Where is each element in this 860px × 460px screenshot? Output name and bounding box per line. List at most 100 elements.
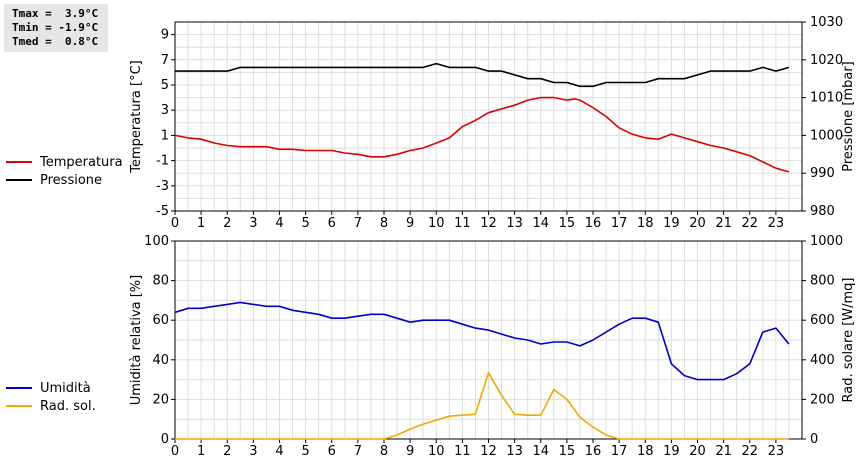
tmax-text: Tmax = 3.9°C xyxy=(12,7,99,20)
y-left-axis-label: Umidità relativa [%] xyxy=(129,275,144,405)
x-tick-label: 17 xyxy=(611,444,628,459)
y-left-axis-label: Temperatura [°C] xyxy=(129,60,144,173)
legend-item-pressione: Pressione xyxy=(6,171,123,189)
y-left-tick-label: 7 xyxy=(161,53,169,68)
y-left-tick-label: 40 xyxy=(152,353,169,368)
y-left-tick-label: 60 xyxy=(152,313,169,328)
legend-swatch xyxy=(6,179,32,181)
x-tick-label: 16 xyxy=(585,444,602,459)
series-line-pressione xyxy=(175,62,790,88)
x-tick-label: 21 xyxy=(715,444,732,459)
x-tick-label: 8 xyxy=(380,216,388,231)
y-left-tick-label: 9 xyxy=(161,28,169,43)
tmed-text: Tmed = 0.8°C xyxy=(12,35,99,48)
y-right-tick-label: 800 xyxy=(810,274,835,289)
x-tick-label: 15 xyxy=(559,444,576,459)
legend-label: Temperatura xyxy=(40,154,123,170)
x-tick-label: 18 xyxy=(637,216,654,231)
legend-label: Rad. sol. xyxy=(40,398,96,414)
y-left-tick-label: 5 xyxy=(161,78,169,93)
y-right-tick-label: 980 xyxy=(810,204,835,219)
y-right-tick-label: 400 xyxy=(810,353,835,368)
x-tick-label: 2 xyxy=(223,216,231,231)
x-tick-label: 10 xyxy=(428,216,445,231)
x-tick-label: 14 xyxy=(532,444,549,459)
y-left-tick-label: 0 xyxy=(161,432,169,447)
legend-item-umidita: Umidità xyxy=(6,379,96,397)
x-tick-label: 19 xyxy=(663,216,680,231)
y-right-tick-label: 0 xyxy=(810,432,818,447)
y-right-tick-label: 1000 xyxy=(810,128,843,143)
x-tick-label: 6 xyxy=(328,216,336,231)
y-right-tick-label: 1000 xyxy=(810,234,843,249)
y-right-tick-label: 600 xyxy=(810,313,835,328)
legend-item-rad-sol: Rad. sol. xyxy=(6,397,96,415)
legend-swatch xyxy=(6,161,32,163)
x-tick-label: 19 xyxy=(663,444,680,459)
x-tick-label: 12 xyxy=(480,216,497,231)
legend-swatch xyxy=(6,387,32,389)
x-tick-label: 4 xyxy=(275,444,283,459)
x-tick-label: 23 xyxy=(768,444,785,459)
series-line-rad-sol xyxy=(175,371,789,440)
y-right-axis-label: Pressione [mbar] xyxy=(841,61,856,172)
legend-item-temperatura: Temperatura xyxy=(6,153,123,171)
stats-box: Tmax = 3.9°C Tmin = -1.9°C Tmed = 0.8°C xyxy=(4,4,108,52)
x-tick-label: 17 xyxy=(611,216,628,231)
y-left-tick-label: 80 xyxy=(152,274,169,289)
legend-label: Umidità xyxy=(40,380,91,396)
x-tick-label: 15 xyxy=(559,216,576,231)
x-tick-label: 9 xyxy=(406,444,414,459)
x-tick-label: 5 xyxy=(301,216,309,231)
series-line-umidit xyxy=(174,301,790,381)
y-right-axis-label: Rad. solare [W/mq] xyxy=(841,277,856,402)
x-tick-label: 20 xyxy=(689,444,706,459)
x-tick-label: 5 xyxy=(301,444,309,459)
x-tick-label: 16 xyxy=(585,216,602,231)
y-right-tick-label: 1030 xyxy=(810,15,843,30)
x-tick-label: 10 xyxy=(428,444,445,459)
x-tick-label: 12 xyxy=(480,444,497,459)
x-tick-label: 22 xyxy=(741,444,758,459)
y-left-tick-label: -5 xyxy=(156,204,169,219)
y-right-tick-label: 1010 xyxy=(810,91,843,106)
x-tick-label: 18 xyxy=(637,444,654,459)
legend-label: Pressione xyxy=(40,172,103,188)
y-right-tick-label: 200 xyxy=(810,392,835,407)
x-tick-label: 13 xyxy=(506,216,523,231)
x-tick-label: 0 xyxy=(171,216,179,231)
x-tick-label: 20 xyxy=(689,216,706,231)
tmin-text: Tmin = -1.9°C xyxy=(12,21,99,34)
x-tick-label: 1 xyxy=(197,444,205,459)
legend-top: Temperatura Pressione xyxy=(6,153,123,189)
x-tick-label: 3 xyxy=(249,444,257,459)
x-tick-label: 2 xyxy=(223,444,231,459)
x-tick-label: 6 xyxy=(328,444,336,459)
y-left-tick-label: 3 xyxy=(161,103,169,118)
x-tick-label: 7 xyxy=(354,444,362,459)
y-left-tick-label: 1 xyxy=(161,128,169,143)
x-tick-label: 4 xyxy=(275,216,283,231)
x-tick-label: 0 xyxy=(171,444,179,459)
x-tick-label: 23 xyxy=(768,216,785,231)
y-left-tick-label: 100 xyxy=(144,234,169,249)
y-left-tick-label: -1 xyxy=(156,154,169,169)
x-tick-label: 1 xyxy=(197,216,205,231)
x-tick-label: 9 xyxy=(406,216,414,231)
y-right-tick-label: 990 xyxy=(810,166,835,181)
y-left-tick-label: -3 xyxy=(156,179,169,194)
x-tick-label: 21 xyxy=(715,216,732,231)
x-tick-label: 11 xyxy=(454,216,471,231)
x-tick-label: 11 xyxy=(454,444,471,459)
x-tick-label: 3 xyxy=(249,216,257,231)
y-right-tick-label: 1020 xyxy=(810,53,843,68)
legend-bottom: Umidità Rad. sol. xyxy=(6,379,96,415)
x-tick-label: 8 xyxy=(380,444,388,459)
x-tick-label: 22 xyxy=(741,216,758,231)
x-tick-label: 7 xyxy=(354,216,362,231)
legend-swatch xyxy=(6,405,32,407)
y-left-tick-label: 20 xyxy=(152,392,169,407)
x-tick-label: 13 xyxy=(506,444,523,459)
x-tick-label: 14 xyxy=(532,216,549,231)
series-line-temperatura xyxy=(174,96,790,173)
